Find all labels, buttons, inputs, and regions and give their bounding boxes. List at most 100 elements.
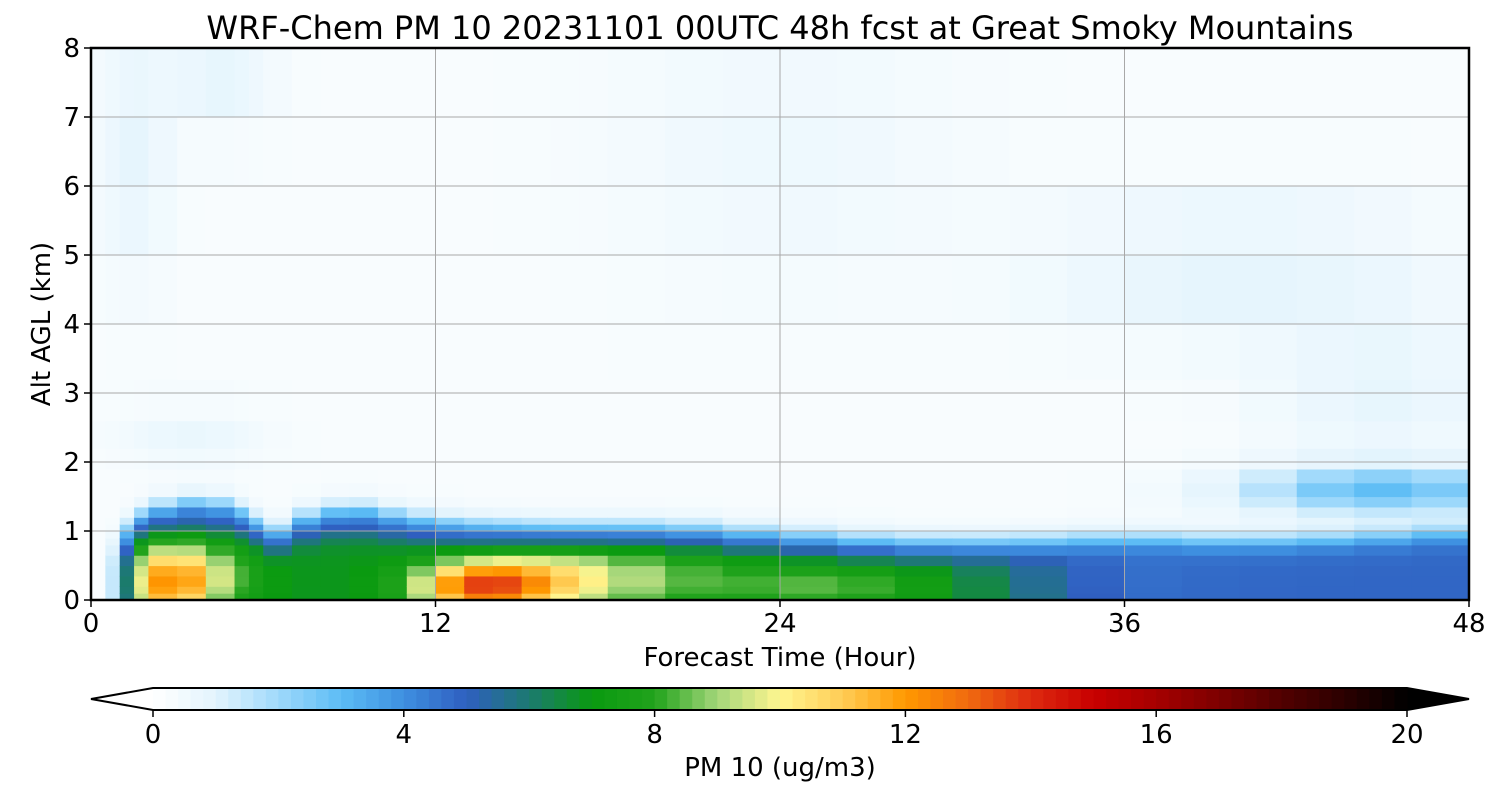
heat-cell [1009,420,1068,449]
heat-cell [837,324,896,380]
heat-cell [1296,420,1355,449]
heat-cell [952,468,1011,484]
heat-cell [349,420,379,449]
heat-cell [378,586,408,594]
heat-cell [134,544,150,556]
heat-cell [550,482,580,498]
heat-cell [234,117,250,187]
colorbar-segment [943,688,957,710]
heat-cell [1296,468,1355,484]
chart-title: WRF-Chem PM 10 20231101 00UTC 48h fcst a… [206,9,1353,47]
heat-cell [263,531,293,539]
heat-cell [464,565,494,577]
heat-cell [1411,575,1469,587]
heat-cell [894,186,953,256]
heat-cell [320,255,350,325]
heat-cell [894,468,953,484]
heat-cell [205,496,236,508]
colorbar-segment [742,688,756,710]
heat-cell [837,420,896,449]
heat-cell [492,448,523,470]
heat-cell [464,593,494,600]
heat-cell [1009,593,1068,600]
heat-cell [1009,482,1068,498]
colorbar-segment [1394,688,1408,710]
heat-cell [1354,531,1413,539]
heat-cell [492,117,523,187]
heat-cell [837,575,896,587]
heat-cell [205,524,236,532]
colorbar-segment [378,688,392,710]
heat-cell [1239,117,1298,187]
heat-cell [521,565,551,577]
heat-cell [349,524,379,532]
heat-cell [105,448,121,470]
heat-cell [349,537,379,546]
heat-cell [1239,586,1298,594]
heat-cell [291,117,322,187]
heat-cell [1009,544,1068,556]
heat-cell [665,506,724,518]
heat-cell [464,255,494,325]
heat-cell [1181,531,1240,539]
heat-cell [579,524,609,532]
colorbar-segment [1331,688,1345,710]
heat-cell [177,524,207,532]
heat-cell [91,517,106,525]
colorbar-segment [328,688,342,710]
heat-cell [1124,186,1183,256]
colorbar-segment [1030,688,1044,710]
heat-cell [1124,531,1183,539]
heat-cell [1354,544,1413,556]
heat-cell [148,48,178,118]
colorbar-segment [993,688,1007,710]
heat-cell [550,468,580,484]
heat-cell [1354,537,1413,546]
heat-cell [665,48,724,118]
heat-cell [665,575,724,587]
heat-cell [894,324,953,380]
heat-cell [1296,324,1355,380]
heat-cell [406,324,437,380]
heat-cell [248,324,264,380]
heat-cell [378,565,408,577]
heat-cell [780,324,839,380]
heat-cell [105,555,121,567]
heat-cell [134,255,150,325]
heat-cell [349,117,379,187]
heat-cell [952,506,1011,518]
heat-cell [248,575,264,587]
heat-cell [1124,324,1183,380]
heat-cell [320,496,350,508]
heat-cell [320,531,350,539]
heat-cell [665,117,724,187]
heat-cell [435,448,465,470]
heat-cell [234,586,250,594]
heat-cell [378,324,408,380]
heat-cell [607,482,666,498]
heat-cell [291,586,322,594]
heat-cell [722,544,781,556]
y-tick-label: 1 [63,517,80,547]
heat-cell [291,544,322,556]
colorbar-segment [754,688,768,710]
heat-cell [435,537,465,546]
heat-cell [406,186,437,256]
heat-cell [521,586,551,594]
colorbar-segment [278,688,292,710]
heat-cell [234,379,250,422]
heat-cell [894,117,953,187]
heat-cell [91,117,106,187]
heat-cell [837,524,896,532]
heat-cell [291,379,322,422]
heat-cell [248,593,264,600]
heat-cell [320,524,350,532]
heat-cell [349,531,379,539]
heat-cell [1239,575,1298,587]
heat-cell [148,575,178,587]
colorbar-segment [805,688,819,710]
heat-cell [349,517,379,525]
heat-cell [1181,48,1240,118]
heat-cell [1009,537,1068,546]
heat-cell [1354,117,1413,187]
